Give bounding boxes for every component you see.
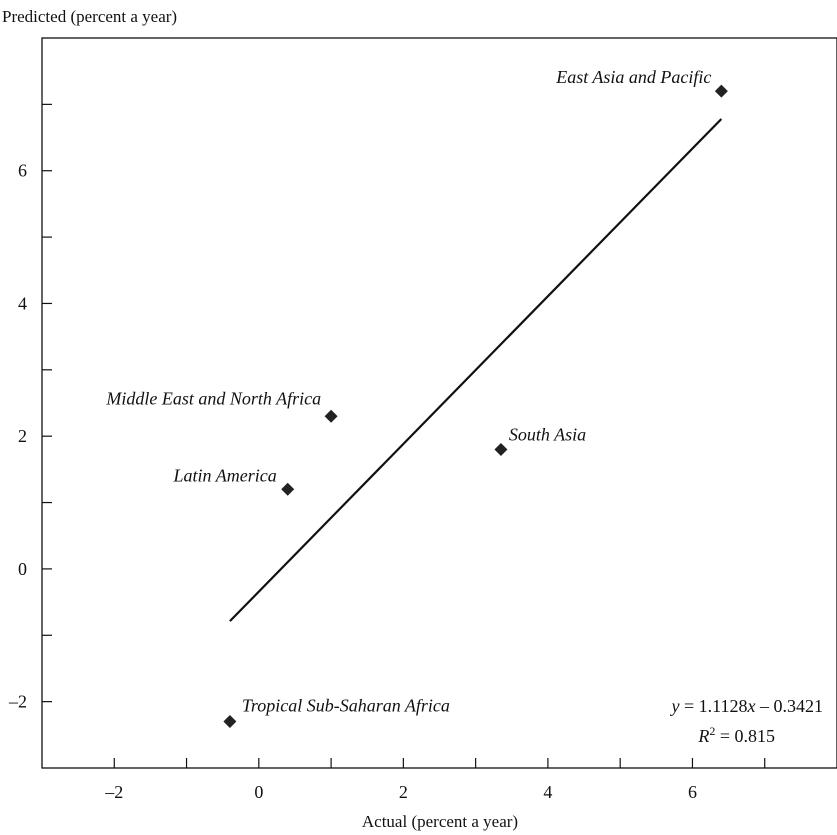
x-tick-label: 4 [543, 782, 552, 802]
x-tick-label: 0 [254, 782, 263, 802]
x-tick-label: 6 [688, 782, 697, 802]
y-axis-ticks: –2 0 2 4 6 [8, 103, 52, 712]
data-points [223, 84, 728, 729]
data-point-label: South Asia [509, 424, 586, 444]
data-point-marker [281, 482, 295, 496]
x-tick-label: –2 [104, 782, 123, 802]
data-point-marker [494, 442, 508, 456]
y-tick-label: –2 [8, 692, 27, 712]
x-tick-label: 2 [399, 782, 408, 802]
regression-equation: y = 1.1128x – 0.3421 [670, 696, 824, 716]
data-point-marker [223, 715, 237, 729]
data-point-label: Latin America [173, 465, 277, 485]
r-squared-label: R2 = 0.815 [697, 724, 775, 746]
x-axis-title: Actual (percent a year) [362, 812, 518, 831]
data-point-marker [324, 409, 338, 423]
y-tick-label: 6 [18, 161, 27, 181]
plot-frame [41, 37, 837, 769]
data-point-label: Tropical Sub-Saharan Africa [242, 696, 450, 716]
y-tick-label: 2 [18, 426, 27, 446]
x-axis-ticks: –2 0 2 4 6 [104, 758, 766, 802]
y-tick-label: 0 [18, 559, 27, 579]
y-tick-label: 4 [18, 293, 27, 313]
y-axis-title: Predicted (percent a year) [2, 7, 177, 26]
data-point-label: Middle East and North Africa [105, 388, 321, 408]
data-point-label: East Asia and Pacific [555, 67, 711, 87]
trend-line [229, 118, 723, 622]
data-point-marker [714, 84, 728, 98]
point-labels: East Asia and Pacific Middle East and Nor… [105, 67, 711, 715]
